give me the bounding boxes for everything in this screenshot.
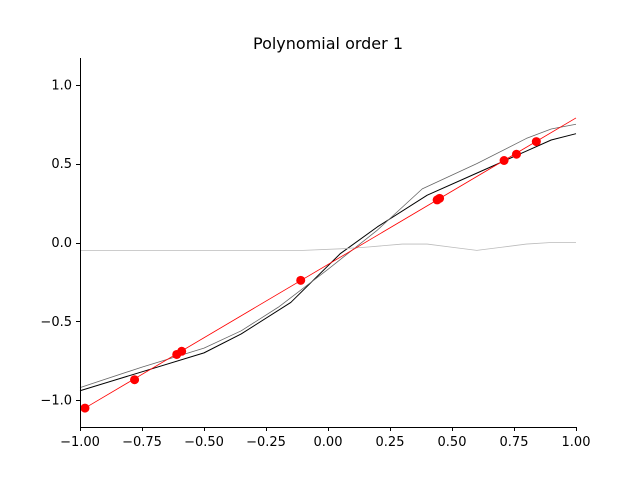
data-point	[177, 346, 187, 356]
data-point	[130, 375, 140, 385]
y-tick-label: 0.0	[51, 236, 72, 251]
chart-title: Polynomial order 1	[253, 34, 403, 53]
x-tick-label: −0.75	[122, 435, 162, 450]
series-line-2	[80, 242, 576, 251]
x-axis-ticks: −1.00 −0.75 −0.50 −0.25 0.00 0.25 0.50 0.75 1.00	[60, 427, 590, 450]
y-tick-label: 0.5	[51, 157, 72, 172]
y-tick-label: −0.5	[40, 315, 72, 330]
x-tick-label: −1.00	[60, 435, 100, 450]
x-tick-label: −0.25	[246, 435, 286, 450]
x-tick-label: 0.50	[438, 435, 467, 450]
x-tick-label: 0.25	[376, 435, 405, 450]
x-tick-label: 0.75	[500, 435, 529, 450]
plot-area	[79, 117, 577, 413]
x-tick-label: 0.00	[314, 435, 343, 450]
y-axis-ticks: −1.0 −0.5 0.0 0.5 1.0	[40, 78, 80, 409]
x-tick-label: −0.50	[184, 435, 224, 450]
data-point	[531, 137, 541, 147]
y-tick-label: 1.0	[51, 78, 72, 93]
y-tick-label: −1.0	[40, 394, 72, 409]
data-point	[499, 156, 509, 165]
data-point	[296, 275, 306, 285]
series-line-0	[79, 133, 577, 392]
x-tick-label: 1.00	[562, 435, 591, 450]
data-point	[511, 149, 521, 159]
series-line-3	[84, 117, 577, 409]
data-point	[435, 193, 445, 203]
data-point	[80, 403, 90, 413]
